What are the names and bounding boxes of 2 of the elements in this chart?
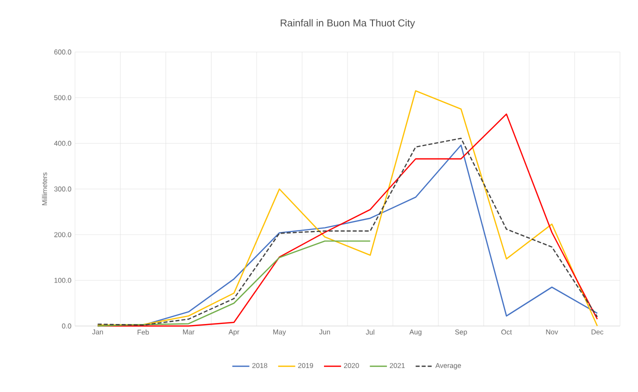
chart-title: Rainfall in Buon Ma Thuot City (280, 19, 415, 28)
line-series (97, 240, 371, 327)
